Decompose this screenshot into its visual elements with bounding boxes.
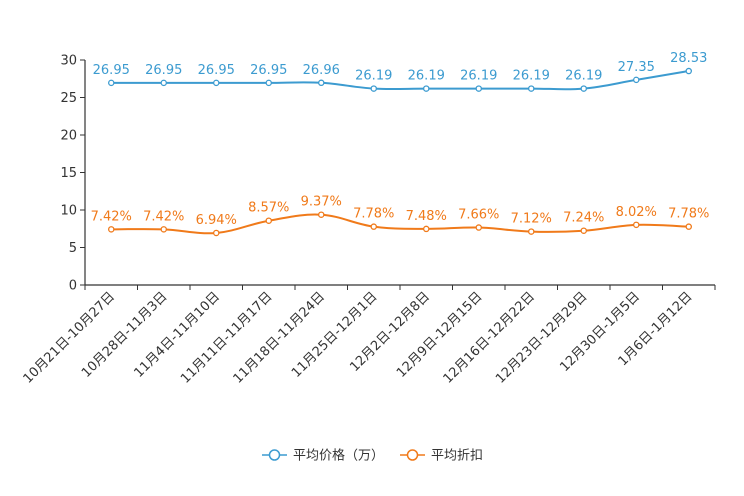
data-point[interactable]	[109, 227, 114, 232]
data-point[interactable]	[266, 80, 271, 85]
data-point[interactable]	[214, 230, 219, 235]
legend-label: 平均价格（万）	[293, 448, 384, 464]
data-label: 6.94%	[196, 213, 237, 228]
data-label: 7.12%	[511, 212, 552, 227]
data-label: 27.35	[618, 60, 655, 75]
data-point[interactable]	[371, 224, 376, 229]
chart-series: 26.95 26.95 26.95 26.95 26.96 26.19 26.19 26.19…	[91, 51, 710, 236]
data-label: 26.19	[460, 69, 497, 84]
data-label: 26.95	[198, 63, 235, 78]
data-point[interactable]	[214, 80, 219, 85]
data-label: 26.95	[145, 63, 182, 78]
x-category-label: 12月16日-12月22日	[441, 289, 538, 386]
data-point[interactable]	[424, 86, 429, 91]
y-tick-label: 30	[60, 54, 77, 69]
data-label: 8.02%	[616, 205, 657, 220]
y-tick-label: 25	[60, 91, 77, 106]
data-point[interactable]	[634, 222, 639, 227]
data-label: 7.48%	[406, 209, 447, 224]
data-label: 26.96	[303, 63, 340, 78]
data-label: 26.19	[565, 69, 602, 84]
data-point[interactable]	[319, 212, 324, 217]
data-label: 26.19	[408, 69, 445, 84]
data-point[interactable]	[581, 86, 586, 91]
series-1: 26.95 26.95 26.95 26.95 26.96 26.19 26.19 26.19…	[93, 51, 708, 91]
data-label: 7.42%	[143, 209, 184, 224]
data-label: 28.53	[670, 51, 707, 66]
chart-legend[interactable]: 平均价格（万） 平均折扣	[262, 448, 483, 464]
y-tick-label: 15	[60, 166, 77, 181]
data-point[interactable]	[581, 228, 586, 233]
data-label: 26.19	[513, 69, 550, 84]
data-label: 7.78%	[353, 207, 394, 222]
data-label: 7.66%	[458, 208, 499, 223]
data-label: 26.95	[93, 63, 130, 78]
x-category-label: 11月18日-11月24日	[231, 289, 328, 386]
data-label: 7.24%	[563, 211, 604, 226]
data-point[interactable]	[529, 229, 534, 234]
data-label: 26.95	[250, 63, 287, 78]
y-tick-label: 20	[60, 129, 77, 144]
data-point[interactable]	[686, 68, 691, 73]
data-point[interactable]	[476, 86, 481, 91]
legend-label: 平均折扣	[431, 449, 483, 464]
series-2: 7.42% 7.42% 6.94% 8.57% 9.37% 7.78% 7.48% 7.66%…	[91, 195, 710, 236]
data-point[interactable]	[476, 225, 481, 230]
data-point[interactable]	[109, 80, 114, 85]
data-label: 9.37%	[301, 195, 342, 210]
x-category-label: 12月23日-12月29日	[493, 289, 590, 386]
data-point[interactable]	[424, 226, 429, 231]
data-point[interactable]	[161, 80, 166, 85]
legend-item-2[interactable]: 平均折扣	[400, 449, 483, 464]
data-label: 7.78%	[668, 207, 709, 222]
data-label: 7.42%	[91, 209, 132, 224]
legend-item-1[interactable]: 平均价格（万）	[262, 448, 384, 464]
legend-marker-icon	[408, 450, 418, 460]
data-label: 26.19	[355, 69, 392, 84]
data-point[interactable]	[634, 77, 639, 82]
x-category-label: 10月21日-10月27日	[21, 289, 118, 386]
data-point[interactable]	[529, 86, 534, 91]
data-label: 8.57%	[248, 201, 289, 216]
data-point[interactable]	[266, 218, 271, 223]
line-chart: 05101520253010月21日-10月27日10月28日-11月3日11月…	[0, 0, 744, 496]
y-tick-label: 0	[69, 279, 77, 294]
data-point[interactable]	[371, 86, 376, 91]
y-tick-label: 5	[69, 241, 77, 256]
data-point[interactable]	[319, 80, 324, 85]
x-category-label: 11月11日-11月17日	[178, 289, 275, 386]
legend-marker-icon	[270, 450, 280, 460]
data-point[interactable]	[161, 227, 166, 232]
y-tick-label: 10	[60, 204, 77, 219]
data-point[interactable]	[686, 224, 691, 229]
